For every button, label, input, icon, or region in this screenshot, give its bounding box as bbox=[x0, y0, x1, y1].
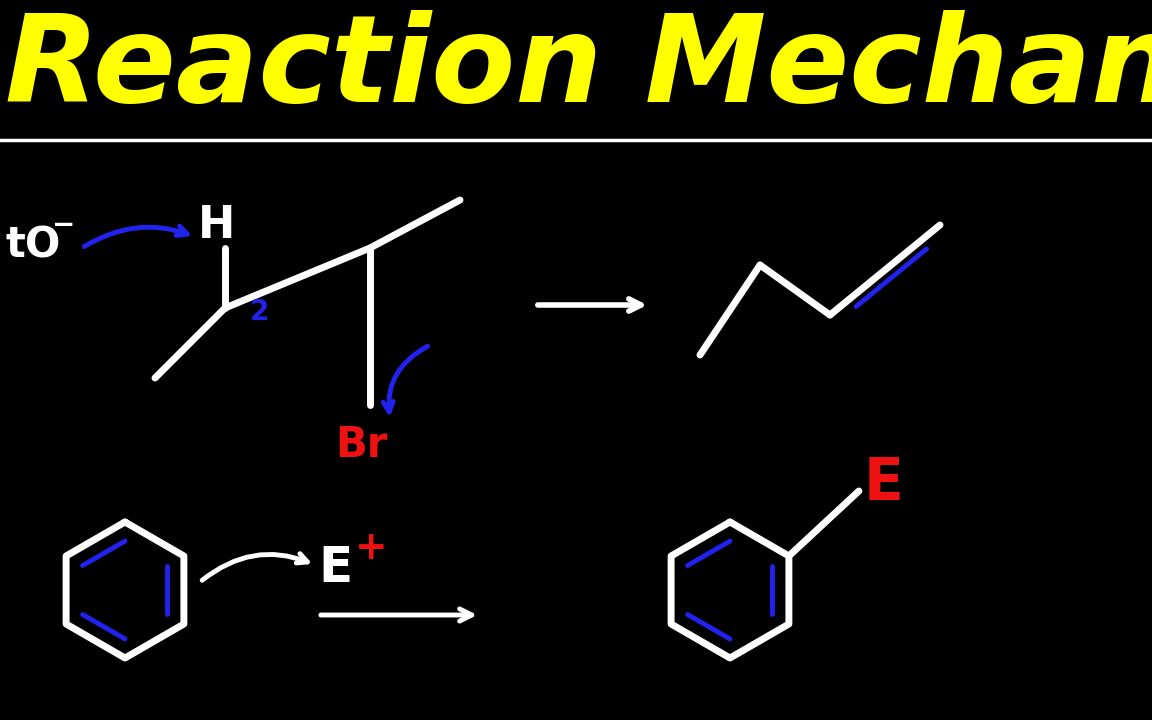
Text: 2: 2 bbox=[250, 298, 270, 326]
Text: Br: Br bbox=[335, 424, 387, 466]
Text: E: E bbox=[318, 544, 353, 592]
Text: −: − bbox=[52, 211, 75, 239]
Text: +: + bbox=[355, 529, 387, 567]
Text: Reaction Mechanism: Reaction Mechanism bbox=[5, 10, 1152, 127]
Text: tO: tO bbox=[5, 224, 60, 266]
Text: E: E bbox=[864, 454, 904, 511]
Text: H: H bbox=[198, 204, 235, 246]
